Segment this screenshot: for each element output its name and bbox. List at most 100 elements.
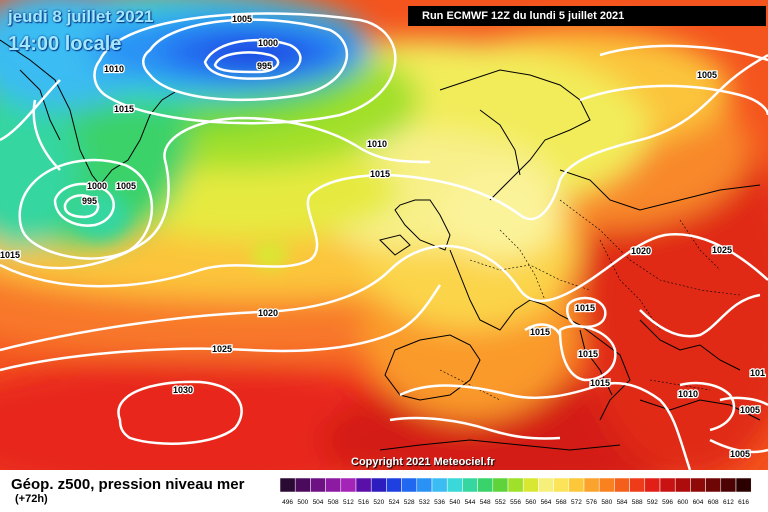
scale-tick-label: 556 — [510, 499, 521, 506]
color-swatch — [340, 478, 357, 493]
scale-tick-label: 608 — [708, 499, 719, 506]
isobar-label: 1000 — [258, 38, 278, 48]
forecast-step: (+72h) — [15, 493, 48, 505]
weather-map: 1005 1000 995 1010 1015 1005 1000 995 10… — [0, 0, 768, 470]
isobars — [0, 12, 768, 470]
copyright: Copyright 2021 Meteociel.fr — [351, 456, 495, 468]
color-swatch — [690, 478, 706, 493]
scale-tick-label: 532 — [419, 499, 430, 506]
isobar-label: 1025 — [712, 245, 732, 255]
color-swatch — [720, 478, 737, 493]
isobar-label: 1015 — [370, 169, 390, 179]
isobar-label: 1015 — [590, 378, 610, 388]
scale-tick-label: 552 — [495, 499, 506, 506]
color-swatch — [674, 478, 691, 493]
scale-tick-label: 576 — [586, 499, 597, 506]
color-swatch — [598, 478, 615, 493]
color-swatch — [492, 478, 509, 493]
scale-tick-label: 600 — [677, 499, 688, 506]
geopotential-field: 1005 1000 995 1010 1015 1005 1000 995 10… — [0, 0, 768, 470]
scale-tick-label: 504 — [313, 499, 324, 506]
color-swatch — [553, 478, 570, 493]
color-swatch — [310, 478, 326, 493]
color-swatch — [568, 478, 585, 493]
color-swatch — [644, 478, 661, 493]
scale-tick-label: 580 — [601, 499, 612, 506]
isobar-label: 1015 — [114, 104, 134, 114]
isobar-label: 1005 — [730, 449, 750, 459]
color-swatch — [370, 478, 387, 493]
scale-tick-label: 572 — [571, 499, 582, 506]
color-swatch — [538, 478, 554, 493]
color-swatch — [659, 478, 676, 493]
scale-tick-label: 588 — [632, 499, 643, 506]
color-swatch — [735, 478, 752, 493]
color-swatch — [386, 478, 402, 493]
scale-tick-label: 508 — [328, 499, 339, 506]
scale-tick-label: 524 — [389, 499, 400, 506]
isobar-label: 1015 — [575, 303, 595, 313]
color-swatch — [629, 478, 646, 493]
color-swatch — [705, 478, 722, 493]
scale-tick-label: 516 — [358, 499, 369, 506]
color-swatch — [280, 478, 296, 493]
run-banner: Run ECMWF 12Z du lundi 5 juillet 2021 — [408, 6, 766, 26]
isobar-labels: 1005 1000 995 1010 1015 1005 1000 995 10… — [0, 13, 766, 461]
color-swatch — [431, 478, 448, 493]
scale-tick-label: 520 — [373, 499, 384, 506]
coastlines — [0, 39, 761, 451]
color-swatch — [507, 478, 524, 493]
isobar-label: 1025 — [212, 344, 232, 354]
isobar-label: 1020 — [631, 246, 651, 256]
isobar-label: 1005 — [740, 405, 760, 415]
isobar-label: 1010 — [678, 389, 698, 399]
color-swatch — [614, 478, 630, 493]
isobar-label: 1005 — [116, 181, 136, 191]
scale-tick-label: 568 — [556, 499, 567, 506]
color-swatch — [522, 478, 539, 493]
isobar-label: 1030 — [173, 385, 193, 395]
isobar-label: 1015 — [0, 250, 20, 260]
scale-tick-label: 496 — [282, 499, 293, 506]
color-swatch — [355, 478, 372, 493]
scale-tick-label: 592 — [647, 499, 658, 506]
isobar-label: 995 — [257, 61, 272, 71]
scale-tick-label: 616 — [738, 499, 749, 506]
scale-tick-label: 604 — [693, 499, 704, 506]
isobar-label: 101 — [750, 368, 765, 378]
isobar-label: 995 — [82, 196, 97, 206]
isobar-label: 1010 — [104, 64, 124, 74]
forecast-time: 14:00 locale — [8, 33, 122, 55]
scale-tick-label: 512 — [343, 499, 354, 506]
isobar-label: 1015 — [530, 327, 550, 337]
isobar-label: 1000 — [87, 181, 107, 191]
color-scale: 496 500 504 508 512 516 520 524 528 532 536 540 544 5… — [280, 478, 752, 506]
legend-title: Géop. z500, pression niveau mer — [11, 476, 245, 493]
scale-tick-label: 564 — [541, 499, 552, 506]
scale-tick-label: 560 — [525, 499, 536, 506]
color-swatch — [477, 478, 494, 493]
color-swatch — [416, 478, 433, 493]
color-swatch — [401, 478, 418, 493]
isobar-label: 1010 — [367, 139, 387, 149]
scale-tick-label: 540 — [449, 499, 460, 506]
scale-tick-label: 584 — [617, 499, 628, 506]
color-swatch — [294, 478, 311, 493]
scale-tick-label: 544 — [465, 499, 476, 506]
scale-tick-label: 528 — [404, 499, 415, 506]
borders — [439, 199, 741, 401]
scale-tick-label: 612 — [723, 499, 734, 506]
isobar-label: 1005 — [232, 14, 252, 24]
scale-tick-label: 596 — [662, 499, 673, 506]
scale-tick-label: 536 — [434, 499, 445, 506]
isobar-label: 1020 — [258, 308, 278, 318]
color-swatch — [583, 478, 600, 493]
scale-tick-label: 500 — [297, 499, 308, 506]
color-swatch — [325, 478, 342, 493]
forecast-date: jeudi 8 juillet 2021 — [8, 7, 154, 26]
isobar-label: 1005 — [697, 70, 717, 80]
color-swatch — [462, 478, 478, 493]
scale-tick-label: 548 — [480, 499, 491, 506]
color-swatch — [446, 478, 463, 493]
isobar-label: 1015 — [578, 349, 598, 359]
